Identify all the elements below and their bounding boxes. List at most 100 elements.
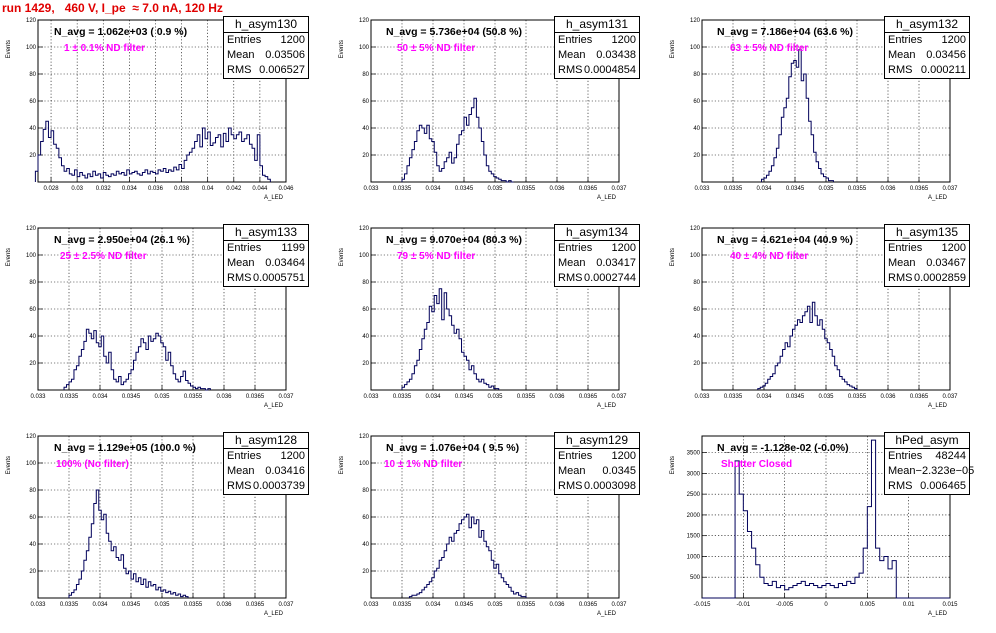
entries-value: 1199 — [281, 242, 305, 254]
x-tick-label: 0.037 — [942, 394, 958, 400]
entries-label: Entries — [227, 34, 262, 46]
histogram-panel-h-asym130: 0.028 0.03 0.032 0.034 0.036 0.038 0.04 0.042 0.… — [0, 12, 330, 217]
rms-value: 0.0004854 — [584, 64, 636, 76]
x-tick-label: 0.0365 — [579, 394, 598, 400]
x-tick-label: 0.0335 — [724, 186, 743, 192]
plot-frame — [37, 227, 287, 391]
histogram-line — [63, 328, 211, 391]
y-tick-label: 100 — [359, 461, 370, 467]
y-tick-label: 3500 — [687, 451, 701, 457]
navg-label: N_avg = 1.129e+05 (100.0 %) — [54, 442, 196, 454]
y-tick-label: 60 — [29, 515, 36, 521]
rms-label: RMS — [227, 480, 252, 492]
mean-label: Mean — [227, 257, 255, 269]
filter-label: 1 ± 0.1% ND filter — [64, 43, 146, 54]
x-tick-label: 0.015 — [942, 602, 958, 608]
histogram-line — [401, 288, 500, 390]
x-tick-label: 0.033 — [30, 394, 46, 400]
rms-label: RMS — [227, 272, 252, 284]
x-tick-label: 0.035 — [154, 394, 170, 400]
navg-label: N_avg = 9.070e+04 (80.3 %) — [386, 234, 523, 246]
y-tick-label: 3000 — [687, 471, 701, 477]
x-axis-label: A_LED — [597, 403, 617, 409]
plot-frame — [37, 435, 287, 599]
mean-value: 0.03456 — [926, 49, 966, 61]
histogram-line — [761, 49, 834, 182]
rms-value: 0.0005751 — [253, 272, 305, 284]
y-axis-label: Events — [670, 40, 676, 58]
histogram-line — [401, 97, 514, 183]
x-tick-label: 0.0335 — [724, 394, 743, 400]
x-axis-label: A_LED — [264, 195, 284, 201]
filter-label: 25 ± 2.5% ND filter — [60, 251, 147, 262]
x-tick-label: 0.037 — [611, 602, 627, 608]
histogram-h-asym132: 0.033 0.0335 0.034 0.0345 0.035 0.0355 0.036 0.… — [670, 18, 958, 201]
y-tick-label: 60 — [693, 99, 700, 105]
histogram-panel-hped-asym: -0.015 -0.01 -0.005 0 0.005 0.01 0.015 500 1000 1… — [664, 428, 994, 633]
stats-box: h_asym128 Entries 1200 Mean 0.03416 RMS 0.0… — [223, 432, 309, 495]
filter-label: 100% (No filter) — [56, 459, 129, 470]
x-tick-label: 0.036 — [549, 602, 565, 608]
x-tick-label: 0.035 — [487, 394, 503, 400]
histogram-panel-h-asym134: 0.033 0.0335 0.034 0.0345 0.035 0.0355 0.036 0.… — [333, 220, 663, 425]
histogram-h-asym133: 0.033 0.0335 0.034 0.0345 0.035 0.0355 0.036 0.… — [6, 226, 294, 409]
histogram-line — [702, 439, 950, 599]
x-tick-label: 0.04 — [202, 186, 214, 192]
entries-label: Entries — [227, 242, 262, 254]
x-tick-label: 0.037 — [278, 394, 294, 400]
plot-frame — [37, 19, 287, 183]
y-tick-label: 20 — [362, 153, 369, 159]
mean-label: Mean — [227, 49, 255, 61]
stats-title: h_asym129 — [555, 433, 639, 449]
plot-frame — [701, 19, 951, 183]
x-tick-label: 0.0335 — [393, 394, 412, 400]
x-tick-label: 0.0335 — [60, 602, 79, 608]
x-tick-label: 0.033 — [363, 602, 379, 608]
rms-value: 0.0003098 — [584, 480, 636, 492]
histogram-line — [757, 301, 858, 390]
x-tick-label: 0.034 — [756, 394, 772, 400]
histogram-h-asym128: 0.033 0.0335 0.034 0.0345 0.035 0.0355 0.036 0.… — [6, 434, 294, 617]
x-tick-label: 0.035 — [154, 602, 170, 608]
stats-title: h_asym128 — [224, 433, 308, 449]
x-tick-label: 0.028 — [44, 186, 60, 192]
stats-title: h_asym132 — [885, 17, 969, 33]
x-tick-label: 0.036 — [880, 394, 896, 400]
y-tick-label: 120 — [359, 434, 370, 440]
y-tick-label: 40 — [693, 126, 700, 132]
y-tick-label: 40 — [29, 126, 36, 132]
y-tick-label: 100 — [359, 45, 370, 51]
rms-value: 0.0002744 — [584, 272, 636, 284]
x-tick-label: 0.036 — [216, 602, 232, 608]
entries-value: 1200 — [280, 450, 305, 462]
stats-box: h_asym132 Entries 1200 Mean 0.03456 RMS 0.0… — [884, 16, 970, 79]
y-tick-label: 80 — [29, 488, 36, 494]
filter-label: 79 ± 5% ND filter — [397, 251, 476, 262]
x-tick-label: 0.033 — [694, 394, 710, 400]
x-tick-label: 0.0365 — [579, 602, 598, 608]
x-tick-label: 0.0345 — [455, 394, 474, 400]
x-tick-label: 0.034 — [92, 602, 108, 608]
mean-label: Mean — [888, 49, 916, 61]
entries-value: 1200 — [611, 34, 636, 46]
y-tick-label: 80 — [362, 488, 369, 494]
y-tick-label: 100 — [26, 253, 37, 259]
x-tick-label: 0.033 — [363, 394, 379, 400]
x-tick-label: 0.0335 — [393, 602, 412, 608]
y-axis-label: Events — [6, 248, 12, 266]
histogram-line — [408, 513, 527, 598]
y-tick-label: 60 — [693, 307, 700, 313]
entries-value: 1200 — [941, 34, 966, 46]
histogram-hped-asym: -0.015 -0.01 -0.005 0 0.005 0.01 0.015 500 1000 1… — [670, 435, 958, 617]
stats-title: h_asym131 — [555, 17, 639, 33]
entries-label: Entries — [888, 450, 923, 462]
x-tick-label: 0.0365 — [246, 602, 265, 608]
y-tick-label: 120 — [359, 18, 370, 24]
x-tick-label: 0.0345 — [786, 394, 805, 400]
x-tick-label: 0.037 — [942, 186, 958, 192]
filter-label: 10 ± 1% ND filter — [384, 459, 463, 470]
x-axis-label: A_LED — [597, 611, 617, 617]
rms-value: 0.000211 — [920, 64, 966, 76]
stats-box: h_asym131 Entries 1200 Mean 0.03438 RMS 0.0… — [554, 16, 640, 79]
x-tick-label: 0.036 — [216, 394, 232, 400]
